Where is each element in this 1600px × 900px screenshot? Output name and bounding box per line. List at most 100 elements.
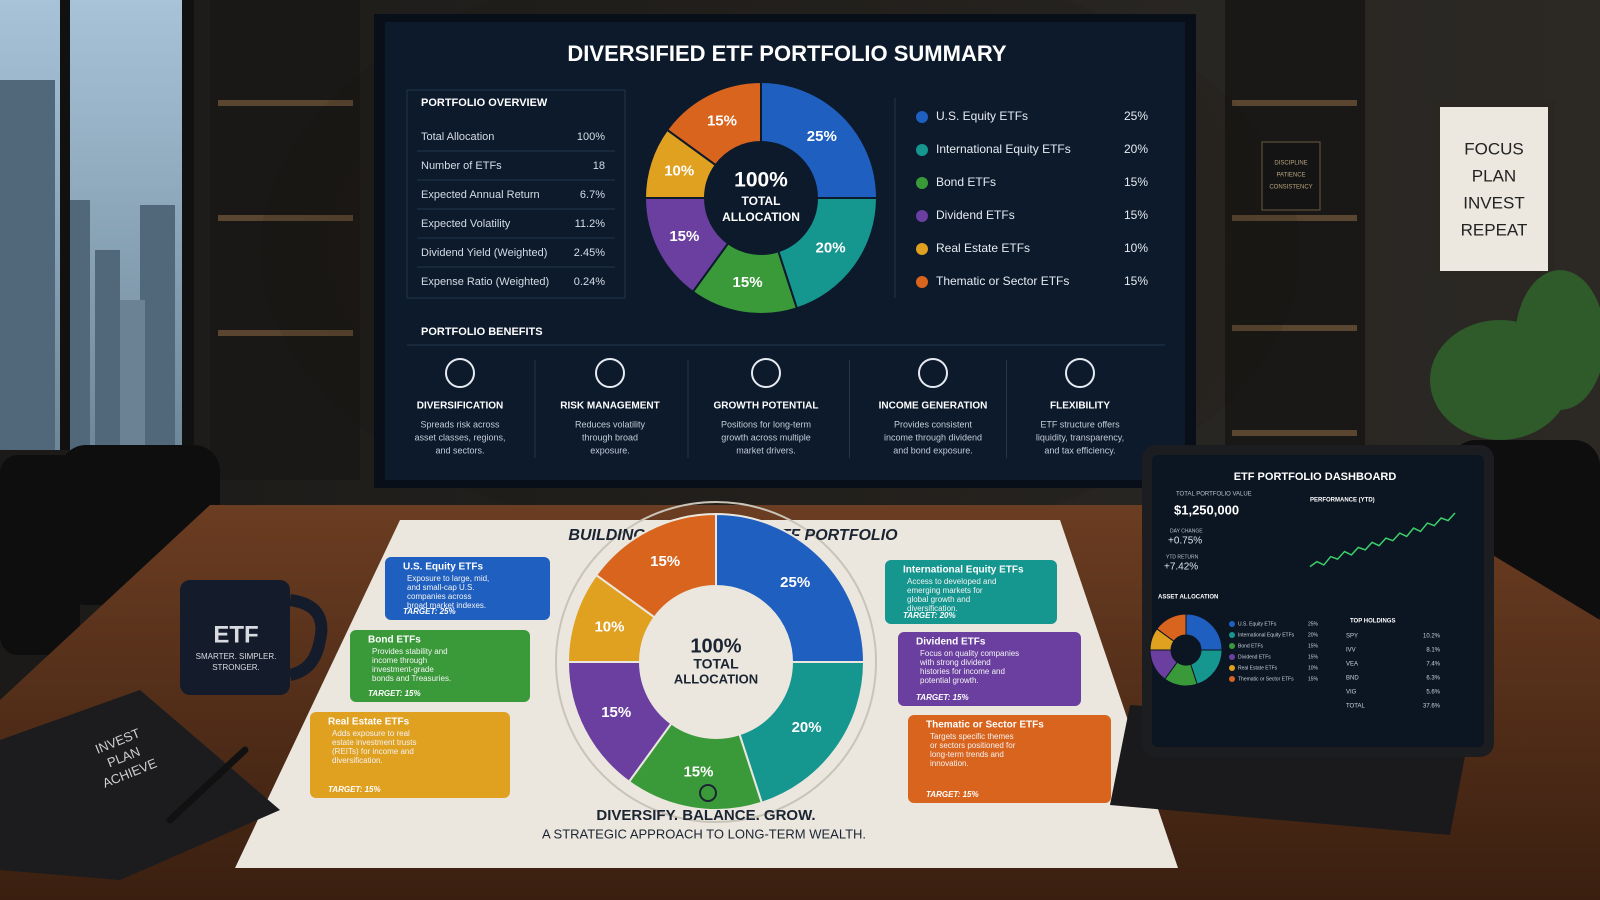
legend-value: 15% [1308, 676, 1319, 682]
benefit-text: income through dividend [884, 432, 982, 442]
category-box [350, 630, 530, 702]
category-text: Provides stability and [372, 647, 448, 656]
holding-name: TOTAL [1346, 704, 1365, 710]
category-text: histories for income and [920, 667, 1005, 676]
category-text: innovation. [930, 759, 969, 768]
benefit-icon [918, 358, 948, 388]
holding-weight: 6.3% [1426, 676, 1440, 682]
tablet-value: $1,250,000 [1174, 502, 1239, 517]
benefit-title: FLEXIBILITY [1050, 401, 1110, 412]
slice-label: 15% [601, 704, 631, 721]
category-text: bonds and Treasuries. [372, 674, 451, 683]
category-box [898, 632, 1081, 706]
legend-value: 20% [1124, 142, 1148, 156]
category-text: (REITs) for income and [332, 747, 414, 756]
plant [1430, 270, 1600, 440]
legend-label: International Equity ETFs [936, 142, 1071, 156]
holding-name: BND [1346, 676, 1359, 682]
holding-weight: 7.4% [1426, 662, 1440, 668]
category-text: with strong dividend [919, 658, 991, 667]
wall-sign-text: INVEST [1463, 193, 1524, 212]
legend-label: Real Estate ETFs [1238, 665, 1278, 671]
legend-value: 15% [1124, 274, 1148, 288]
category-text: diversification. [907, 604, 958, 613]
holding-weight: 5.6% [1426, 690, 1440, 696]
legend-value: 15% [1308, 654, 1319, 660]
tablet-title: ETF PORTFOLIO DASHBOARD [1234, 471, 1397, 483]
legend-label: Dividend ETFs [936, 208, 1015, 222]
overview-value: 6.7% [580, 189, 605, 201]
center-label: TOTAL [742, 194, 781, 208]
wall-sign-text: FOCUS [1464, 139, 1524, 158]
category-text: income through [372, 656, 427, 665]
chart-title: PERFORMANCE (YTD) [1310, 498, 1375, 504]
overview-value: 11.2% [575, 218, 606, 230]
holding-name: IVV [1346, 648, 1356, 654]
benefit-icon [595, 358, 625, 388]
performance-line [1309, 512, 1456, 568]
legend-label: Thematic or Sector ETFs [936, 274, 1069, 288]
legend-marker [916, 276, 928, 288]
legend-value: 25% [1124, 109, 1148, 123]
wall-sign [1440, 107, 1548, 271]
legend-label: Bond ETFs [1238, 643, 1264, 649]
legend-marker [916, 144, 928, 156]
poster-tagline: A STRATEGIC APPROACH TO LONG-TERM WEALTH… [542, 826, 866, 841]
pie-slice [1156, 613, 1187, 642]
benefit-text: exposure. [590, 445, 630, 455]
category-title: Dividend ETFs [916, 637, 986, 648]
legend-label: Bond ETFs [936, 175, 996, 189]
legend-marker [916, 177, 928, 189]
category-text: Targets specific themes [930, 732, 1014, 741]
category-box [310, 712, 510, 798]
benefit-icon [445, 358, 475, 388]
legend-label: U.S. Equity ETFs [936, 109, 1028, 123]
wall-sign-text: REPEAT [1461, 220, 1528, 239]
category-target: TARGET: 15% [916, 693, 969, 702]
slice-label: 25% [807, 128, 837, 145]
tablet-label: YTD RETURN [1166, 554, 1199, 560]
holding-name: VIG [1346, 690, 1357, 696]
notebook [0, 690, 280, 880]
benefit-text: ETF structure offers [1040, 419, 1120, 429]
category-text: investment-grade [372, 665, 434, 674]
holding-weight: 8.1% [1426, 648, 1440, 654]
tablet-label: TOTAL PORTFOLIO VALUE [1176, 492, 1252, 498]
category-title: U.S. Equity ETFs [403, 562, 483, 573]
category-text: Access to developed and [907, 577, 996, 586]
legend-marker [916, 243, 928, 255]
tablet-screen [1152, 455, 1484, 747]
slice-label: 15% [707, 112, 737, 129]
mug [180, 580, 290, 695]
center-label: 100% [690, 635, 741, 657]
overview-value: 18 [593, 160, 605, 172]
poster-footer: DIVERSIFY. BALANCE. GROW. [596, 807, 815, 824]
slice-label: 20% [792, 719, 822, 736]
category-text: and small-cap U.S. [407, 583, 475, 592]
shelf-sign-text: CONSISTENCY [1269, 185, 1312, 191]
category-title: Bond ETFs [368, 635, 421, 646]
category-text: broad market indexes. [407, 601, 486, 610]
slice-label: 15% [733, 274, 763, 291]
legend-label: Real Estate ETFs [936, 241, 1030, 255]
category-text: diversification. [332, 756, 383, 765]
overview-label: Expected Volatility [421, 218, 511, 230]
holding-weight: 10.2% [1423, 634, 1441, 640]
benefit-text: market drivers. [736, 445, 796, 455]
category-text: global growth and [907, 595, 970, 604]
holding-name: SPY [1346, 634, 1358, 640]
center-label: 100% [734, 169, 788, 192]
category-text: emerging markets for [907, 586, 983, 595]
category-target: TARGET: 20% [903, 611, 956, 620]
legend-label: Dividend ETFs [1238, 654, 1271, 660]
target-icon [699, 784, 717, 802]
tablet-value: +7.42% [1164, 562, 1198, 573]
slice-label: 15% [683, 764, 713, 781]
legend-marker [1229, 632, 1235, 638]
legend-marker [916, 111, 928, 123]
legend-value: 15% [1308, 643, 1319, 649]
slice-label: 15% [650, 553, 680, 570]
center-label: ALLOCATION [722, 210, 800, 224]
